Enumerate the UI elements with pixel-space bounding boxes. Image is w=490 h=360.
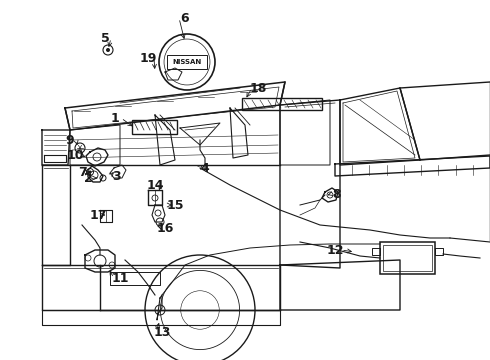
Text: 15: 15	[166, 198, 184, 212]
Bar	[242, 98, 322, 110]
Text: 11: 11	[111, 271, 129, 284]
Text: 2: 2	[84, 171, 93, 185]
Text: 1: 1	[111, 112, 120, 125]
Text: NISSAN: NISSAN	[172, 59, 201, 65]
Bar	[383, 245, 432, 271]
Text: 10: 10	[66, 149, 84, 162]
Text: 8: 8	[333, 188, 342, 201]
Bar	[132, 120, 177, 134]
Text: 4: 4	[200, 162, 209, 175]
Text: 3: 3	[112, 170, 121, 183]
Text: 16: 16	[156, 221, 173, 234]
Text: 18: 18	[249, 81, 267, 95]
Text: 6: 6	[181, 12, 189, 24]
Text: 19: 19	[139, 51, 157, 64]
Text: 17: 17	[89, 208, 107, 221]
Circle shape	[89, 171, 92, 174]
Text: 14: 14	[146, 179, 164, 192]
Text: 7: 7	[77, 166, 86, 179]
Circle shape	[106, 48, 110, 52]
Text: 12: 12	[326, 243, 344, 257]
Text: 9: 9	[66, 134, 74, 147]
Bar	[167, 55, 207, 69]
Text: 5: 5	[100, 32, 109, 45]
Bar	[380, 242, 435, 274]
Text: 13: 13	[153, 325, 171, 338]
